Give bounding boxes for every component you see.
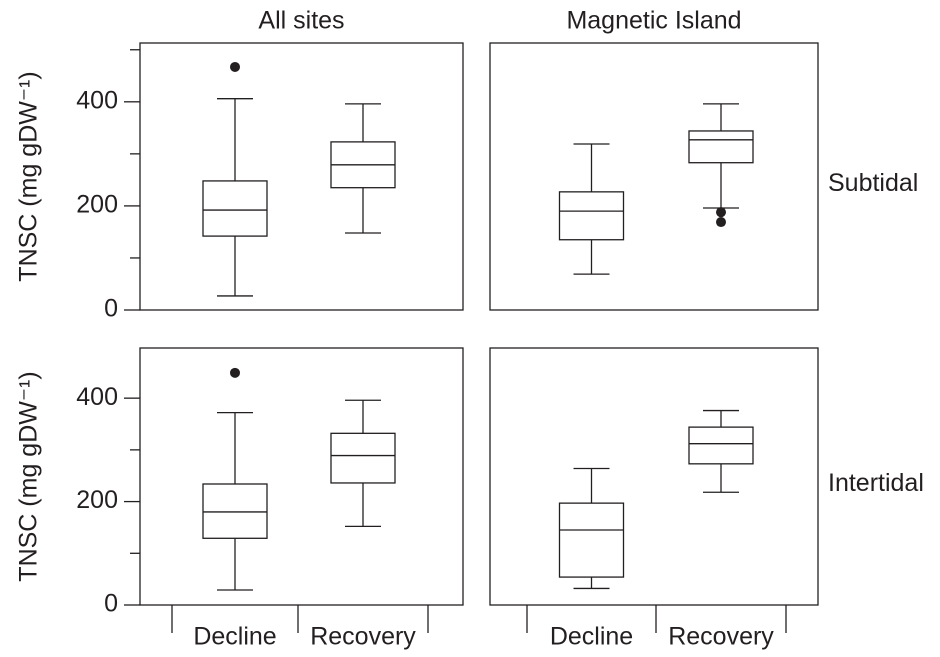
box <box>688 426 754 465</box>
box <box>688 130 754 164</box>
y-axis-label: TNSC (mg gDW⁻¹) <box>15 71 43 281</box>
outlier <box>716 207 726 218</box>
panel-frame <box>139 42 464 311</box>
box <box>202 483 268 539</box>
y-tick-label: 0 <box>104 590 118 618</box>
row-label: Intertidal <box>828 469 924 497</box>
row-label: Subtidal <box>828 169 918 197</box>
panel-frame <box>489 347 819 606</box>
box <box>558 191 625 241</box>
x-tick-label: Recovery <box>668 623 774 651</box>
box <box>330 432 396 484</box>
y-tick-label: 400 <box>76 383 118 411</box>
box <box>558 502 625 578</box>
y-tick-label: 200 <box>76 191 118 219</box>
box <box>202 180 268 237</box>
y-tick-label: 400 <box>76 86 118 114</box>
x-tick-label: Recovery <box>310 623 416 651</box>
panel-frame <box>139 347 464 606</box>
panel-frame <box>489 42 819 311</box>
y-tick-label: 0 <box>104 295 118 323</box>
outlier <box>230 61 240 72</box>
x-tick-label: Decline <box>550 623 633 651</box>
outlier <box>716 217 726 228</box>
column-title: Magnetic Island <box>566 7 741 35</box>
x-tick-label: Decline <box>193 623 276 651</box>
column-title: All sites <box>258 7 344 35</box>
y-axis-label: TNSC (mg gDW⁻¹) <box>15 371 43 581</box>
y-tick-label: 200 <box>76 486 118 514</box>
outlier <box>230 367 240 378</box>
